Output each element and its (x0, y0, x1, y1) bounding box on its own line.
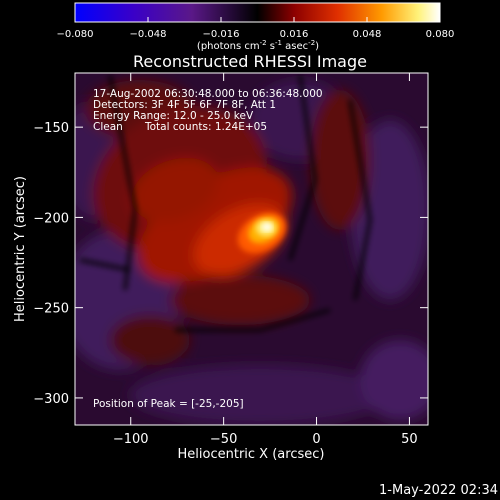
x-tick-label: 50 (401, 432, 418, 447)
x-axis-title: Heliocentric X (arcsec) (178, 447, 325, 462)
colorbar-ticks: −0.080 −0.048 −0.016 0.016 0.048 0.080 (56, 17, 454, 40)
colorbar-tick-label: 0.048 (353, 29, 382, 40)
colorbar-gradient (74, 2, 441, 23)
colorbar-tick-label: 0.080 (426, 29, 455, 40)
colorbar: −0.080 −0.048 −0.016 0.016 0.048 0.080 (photo… (56, 2, 454, 52)
colorbar-tick-label: −0.048 (129, 29, 166, 40)
footer-timestamp: 1-May-2022 02:34 (379, 483, 498, 498)
annotation-algorithm: Clean (93, 121, 123, 133)
annotation-total-counts: Total counts: 1.24E+05 (144, 121, 267, 133)
y-tick-label: −150 (33, 121, 69, 136)
chart-title: Reconstructed RHESSI Image (133, 52, 367, 71)
image-area (75, 73, 428, 425)
colorbar-tick-label: −0.016 (202, 29, 239, 40)
image-dark-streaks (79, 74, 373, 332)
y-axis-ticks: −300 −250 −200 −150 (33, 121, 428, 407)
y-tick-label: −300 (33, 392, 69, 407)
annotation-peak-position: Position of Peak = [-25,-205] (93, 398, 244, 410)
colorbar-tick-label: −0.080 (56, 29, 93, 40)
annotation-detectors: Detectors: 3F 4F 5F 6F 7F 8F, Att 1 (93, 99, 276, 111)
plot-frame (74, 72, 429, 426)
x-tick-label: 0 (312, 432, 320, 447)
x-axis-ticks: −100 −50 0 50 (113, 73, 418, 447)
colorbar-unit-label: (photons cm-2 s-1 asec-2) (197, 39, 319, 52)
annotation-energy-range: Energy Range: 12.0 - 25.0 keV (93, 110, 254, 122)
colorbar-tick-label: 0.016 (280, 29, 309, 40)
y-tick-label: −200 (33, 211, 69, 226)
x-tick-label: −100 (113, 432, 149, 447)
y-axis-title: Heliocentric Y (arcsec) (13, 176, 28, 322)
image-field (75, 80, 428, 425)
y-tick-label: −250 (33, 302, 69, 317)
peak-source (237, 212, 287, 254)
x-tick-label: −50 (210, 432, 237, 447)
image-annotations: 17-Aug-2002 06:30:48.000 to 06:36:48.000… (93, 88, 323, 410)
annotation-time-range: 17-Aug-2002 06:30:48.000 to 06:36:48.000 (93, 88, 323, 100)
